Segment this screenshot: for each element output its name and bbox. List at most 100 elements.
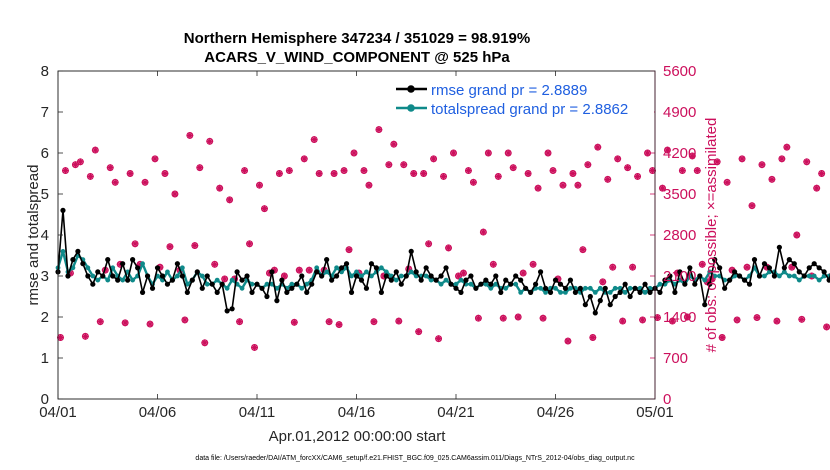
rmse-point	[732, 269, 738, 275]
rmse-point	[249, 289, 255, 295]
spread-point	[712, 273, 718, 279]
rmse-point	[348, 289, 355, 295]
rmse-point	[169, 277, 176, 283]
spread-point	[229, 277, 235, 283]
spread-point	[493, 281, 499, 287]
obs-assimilated-marker	[106, 164, 114, 172]
obs-assimilated-marker	[823, 323, 830, 331]
obs-assimilated-marker	[683, 313, 691, 321]
rmse-point	[373, 265, 379, 271]
obs-assimilated-marker	[57, 334, 64, 341]
obs-assimilated-marker	[599, 278, 607, 286]
obs-assimilated-marker	[778, 155, 786, 163]
spread-point	[334, 265, 339, 271]
rmse-point	[826, 277, 830, 283]
rmse-point	[567, 277, 574, 283]
spread-point	[513, 281, 519, 287]
rmse-point	[144, 273, 151, 279]
rmse-point	[707, 281, 713, 287]
rmse-point	[736, 273, 743, 279]
obs-assimilated-marker	[335, 321, 343, 329]
rmse-point	[130, 257, 136, 263]
spread-point	[393, 277, 399, 283]
spread-point	[214, 277, 220, 283]
rmse-point	[503, 277, 509, 283]
spread-point	[582, 285, 588, 291]
obs-assimilated-marker	[813, 184, 821, 192]
y-tick-label: 5	[41, 186, 49, 203]
obs-assimilated-marker	[430, 155, 438, 163]
spread-point	[369, 273, 374, 279]
rmse-point	[70, 257, 76, 263]
obs-assimilated-marker	[280, 272, 288, 280]
obs-assimilated-marker	[534, 184, 542, 192]
x-tick-label: 04/01	[39, 404, 77, 421]
obs-assimilated-marker	[295, 266, 303, 274]
spread-point	[563, 290, 568, 295]
obs-assimilated-marker	[196, 164, 204, 172]
rmse-point	[388, 277, 394, 283]
rmse-point	[224, 308, 230, 314]
rmse-point	[806, 265, 812, 271]
rmse-point	[194, 269, 200, 275]
spread-point	[140, 261, 145, 267]
legend: rmse grand pr = 2.8889 totalspread grand…	[396, 82, 628, 118]
obs-assimilated-marker	[723, 178, 731, 186]
rmse-point	[184, 289, 190, 295]
line-series-layer	[55, 207, 830, 316]
spread-point	[816, 277, 822, 283]
obs-assimilated-marker	[216, 184, 224, 192]
rmse-point	[403, 273, 409, 279]
obs-assimilated-marker	[624, 164, 632, 172]
rmse-point	[667, 273, 673, 279]
rmse-point	[692, 281, 698, 287]
obs-assimilated-marker	[305, 266, 313, 274]
obs-assimilated-marker	[519, 269, 527, 277]
rmse-point	[433, 277, 439, 283]
spread-point	[458, 277, 464, 283]
x-tick-label: 04/26	[537, 404, 575, 421]
rmse-point	[627, 293, 633, 300]
obs-assimilated-marker	[688, 152, 696, 160]
spread-point	[383, 269, 389, 275]
rmse-point	[741, 277, 748, 283]
obs-assimilated-marker	[440, 173, 447, 180]
rmse-point	[816, 265, 822, 271]
rmse-point	[269, 269, 275, 275]
spread-point	[408, 269, 414, 275]
spread-point	[398, 273, 404, 279]
spread-point	[612, 285, 618, 291]
obs-assimilated-marker	[285, 167, 293, 174]
rmse-point	[299, 273, 305, 279]
spread-point	[105, 277, 111, 283]
obs-assimilated-marker	[713, 158, 721, 166]
obs-assimilated-marker	[524, 170, 532, 177]
rmse-point	[801, 273, 807, 279]
rmse-point	[324, 257, 330, 263]
rmse-point	[100, 273, 106, 279]
rmse-point	[209, 281, 215, 287]
rmse-point	[717, 265, 723, 271]
rmse-point	[418, 277, 424, 283]
obs-assimilated-marker	[325, 318, 333, 326]
obs-assimilated-marker	[678, 167, 686, 174]
rmse-point	[662, 277, 668, 283]
obs-assimilated-marker	[76, 158, 84, 166]
obs-assimilated-marker	[544, 149, 552, 157]
obs-assimilated-marker	[584, 161, 592, 169]
obs-assimilated-marker	[619, 317, 627, 325]
obs-assimilated-marker	[126, 170, 134, 177]
spread-point	[687, 273, 693, 279]
legend-rmse-marker	[407, 85, 415, 93]
spread-point	[762, 273, 767, 279]
rmse-point	[120, 261, 126, 267]
spread-point	[423, 273, 429, 279]
spread-point	[622, 290, 628, 295]
obs-assimilated-marker	[300, 155, 308, 163]
obs-assimilated-marker	[529, 260, 537, 268]
rmse-point	[338, 265, 345, 271]
spread-point	[553, 285, 558, 291]
y-tick-label: 3	[41, 268, 49, 285]
rmse-point	[781, 265, 787, 271]
spread-point	[359, 273, 364, 279]
